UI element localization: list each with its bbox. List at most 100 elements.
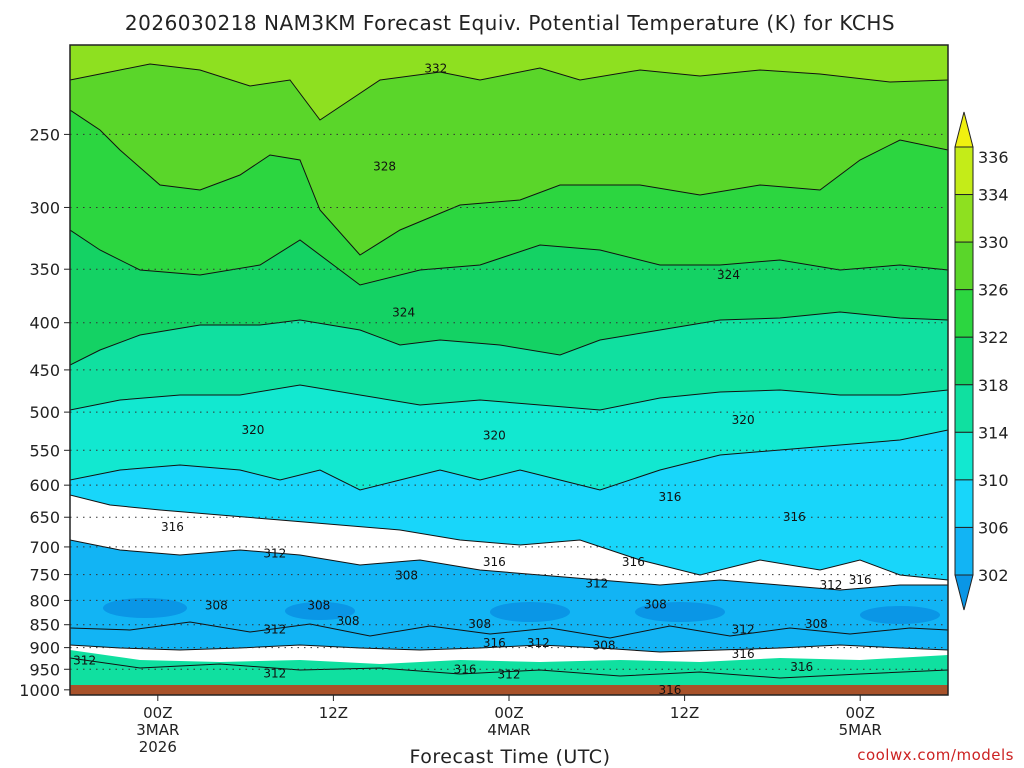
theta-pocket-302 [635,602,725,622]
theta-band-surface [70,650,948,685]
theta-band-314 [70,430,948,580]
theta-band-320 [70,312,948,410]
x-tick-label: 00Z [143,704,172,722]
colorbar-box [954,526,974,576]
theta-band-332 [70,45,948,120]
y-tick-label: 1000 [19,681,60,700]
colorbar-label: 306 [978,518,1009,537]
y-tick-label: 550 [29,441,60,460]
y-tick-label: 400 [29,314,60,333]
theta-band-318 [70,385,948,490]
contour-labels: 332 328 324 324 320 320 320 316 316 316 316 316 316 3… [73,61,871,696]
colorbar-label: 318 [978,376,1009,395]
contour-label: 316 [454,662,477,676]
contour-label: 316 [732,647,755,661]
contour-label: 312 [732,622,755,636]
contour-label: 312 [585,577,608,591]
y-tick-label: 750 [29,566,60,585]
contour-label: 316 [790,660,813,674]
x-tick-label: 12Z [319,704,348,722]
contour-label: 316 [161,520,184,534]
contour-label: 312 [73,654,96,668]
contour-label: 312 [263,622,286,636]
theta-pocket-302 [285,602,355,620]
contour-label: 316 [783,510,806,524]
colorbar-label: 330 [978,233,1009,252]
theta-pocket-302 [103,598,187,618]
contour-label: 308 [395,569,418,583]
y-tick-label: 300 [29,198,60,217]
credit-link[interactable]: coolwx.com/models [857,746,1014,764]
contour-label: 316 [659,683,682,697]
colorbar-label: 314 [978,423,1009,442]
y-tick-label: 450 [29,361,60,380]
x-tick-label: 00Z [846,704,875,722]
x-tick-date: 5MAR [839,721,882,739]
contour-label: 308 [805,617,828,631]
contour-label: 308 [468,617,491,631]
colorbar-box [954,289,974,338]
colorbar-box [954,479,974,528]
contour-label: 324 [392,306,415,320]
y-axis: 250 300 350 400 450 500 550 600 650 700 750 800 850 9… [19,125,70,700]
contour-label: 308 [644,597,667,611]
contour-label: 316 [622,555,645,569]
contour-label: 324 [717,268,740,282]
contour-label: 312 [263,547,286,561]
colorbar-label: 310 [978,471,1009,490]
chart-title: 2026030218 NAM3KM Forecast Equiv. Potent… [125,11,895,35]
y-tick-label: 500 [29,403,60,422]
contour-label: 316 [659,490,682,504]
plot-area [70,45,948,686]
y-tick-label: 950 [29,660,60,679]
y-tick-label: 350 [29,260,60,279]
colorbar-label: 326 [978,281,1009,300]
contour-label: 312 [819,578,842,592]
theta-pocket-302 [490,602,570,622]
colorbar-box [954,384,974,433]
x-tick-label: 12Z [670,704,699,722]
colorbar-label: 336 [978,148,1009,167]
colorbar-box [954,431,974,481]
theta-band-306 [70,540,948,652]
x-tick-year: 2026 [139,738,177,756]
x-axis-label: Forecast Time (UTC) [410,746,611,768]
contour-label: 320 [241,423,264,437]
contour-label: 312 [263,666,286,680]
y-tick-label: 800 [29,591,60,610]
y-tick-label: 600 [29,476,60,495]
x-tick-date: 4MAR [487,721,530,739]
x-tick-date: 3MAR [136,721,179,739]
contour-label: 320 [483,428,506,442]
contour-label: 328 [373,160,396,174]
contour-label: 316 [849,573,872,587]
y-tick-label: 250 [29,125,60,144]
theta-band-328 [70,64,948,255]
colorbar-label: 302 [978,566,1009,585]
y-tick-label: 650 [29,508,60,527]
theta-band-322 [70,230,948,365]
y-tick-label: 700 [29,538,60,557]
colorbar: 302 306 310 314 318 322 326 330 334 336 [954,111,1009,611]
contour-label: 320 [732,413,755,427]
colorbar-box [954,146,974,196]
contour-label: 312 [498,667,521,681]
contour-label: 312 [527,636,550,650]
y-tick-label: 900 [29,639,60,658]
contour-label: 308 [307,598,330,612]
contour-label: 332 [424,61,447,75]
colorbar-top-arrow [954,111,974,148]
colorbar-box [954,336,974,386]
y-tick-label: 850 [29,616,60,635]
contour-label: 308 [593,638,616,652]
colorbar-label: 322 [978,328,1009,347]
x-tick-label: 00Z [494,704,523,722]
contour-label: 308 [337,614,360,628]
colorbar-label: 334 [978,186,1009,205]
ground-strip [70,685,948,695]
contour-label: 316 [483,636,506,650]
contour-label: 316 [483,555,506,569]
theta-band-324 [70,110,948,285]
